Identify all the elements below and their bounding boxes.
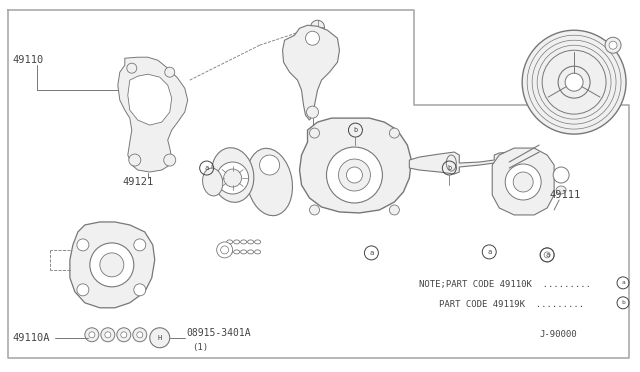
Ellipse shape (255, 240, 260, 244)
Circle shape (389, 205, 399, 215)
Circle shape (522, 30, 626, 134)
Ellipse shape (446, 155, 456, 171)
Circle shape (117, 328, 131, 342)
Text: a: a (621, 280, 625, 285)
Text: J-90000: J-90000 (539, 330, 577, 339)
Circle shape (217, 162, 248, 194)
Ellipse shape (248, 240, 253, 244)
Text: 49111: 49111 (549, 190, 580, 200)
Circle shape (90, 243, 134, 287)
Ellipse shape (227, 250, 232, 254)
Circle shape (326, 147, 383, 203)
Text: 49110: 49110 (12, 55, 44, 65)
Circle shape (164, 154, 176, 166)
Circle shape (389, 128, 399, 138)
Circle shape (77, 239, 89, 251)
Polygon shape (410, 152, 509, 174)
Circle shape (505, 164, 541, 200)
Circle shape (558, 66, 590, 98)
Text: 08915-3401A: 08915-3401A (187, 328, 252, 338)
Circle shape (223, 169, 242, 187)
Circle shape (134, 284, 146, 296)
Polygon shape (492, 148, 554, 215)
Ellipse shape (203, 168, 223, 196)
Circle shape (150, 328, 170, 348)
Text: b: b (353, 127, 358, 133)
Text: (1): (1) (191, 343, 208, 352)
Ellipse shape (211, 148, 254, 202)
Circle shape (513, 172, 533, 192)
Ellipse shape (227, 240, 232, 244)
Circle shape (565, 73, 583, 91)
Circle shape (553, 167, 569, 183)
Circle shape (127, 63, 137, 73)
Polygon shape (282, 25, 339, 120)
Polygon shape (300, 118, 412, 213)
Circle shape (164, 67, 175, 77)
Circle shape (101, 328, 115, 342)
Circle shape (89, 332, 95, 338)
Text: b: b (621, 300, 625, 305)
Circle shape (260, 155, 280, 175)
Circle shape (310, 205, 319, 215)
Text: a: a (545, 252, 549, 258)
Ellipse shape (234, 240, 239, 244)
Text: 49110A: 49110A (12, 333, 49, 343)
Polygon shape (70, 222, 155, 308)
Circle shape (605, 37, 621, 53)
Text: b: b (447, 165, 451, 171)
Circle shape (310, 128, 319, 138)
Polygon shape (128, 74, 172, 125)
Ellipse shape (236, 165, 248, 185)
Ellipse shape (246, 148, 292, 216)
Ellipse shape (234, 250, 239, 254)
Circle shape (542, 50, 606, 114)
Text: PART CODE 49119K  .........: PART CODE 49119K ......... (439, 300, 584, 309)
Text: NOTE;PART CODE 49110K  .........: NOTE;PART CODE 49110K ......... (419, 280, 591, 289)
Circle shape (609, 41, 617, 49)
Text: a: a (205, 165, 209, 171)
Circle shape (221, 246, 228, 254)
Polygon shape (118, 57, 188, 172)
Circle shape (100, 253, 124, 277)
Circle shape (310, 20, 324, 34)
Circle shape (85, 328, 99, 342)
Circle shape (544, 252, 550, 258)
Circle shape (105, 332, 111, 338)
Circle shape (77, 284, 89, 296)
Text: 49121: 49121 (122, 177, 154, 187)
Circle shape (134, 239, 146, 251)
Circle shape (307, 106, 319, 118)
Circle shape (339, 159, 371, 191)
Circle shape (305, 31, 319, 45)
Circle shape (129, 154, 141, 166)
Ellipse shape (255, 250, 260, 254)
Circle shape (217, 242, 232, 258)
Circle shape (137, 332, 143, 338)
Circle shape (540, 248, 554, 262)
Circle shape (132, 328, 147, 342)
Text: a: a (369, 250, 374, 256)
Ellipse shape (248, 250, 253, 254)
Text: H: H (157, 335, 162, 341)
Text: a: a (487, 249, 492, 255)
Circle shape (346, 167, 362, 183)
Circle shape (121, 332, 127, 338)
Ellipse shape (241, 240, 246, 244)
Ellipse shape (241, 250, 246, 254)
Ellipse shape (556, 186, 566, 194)
